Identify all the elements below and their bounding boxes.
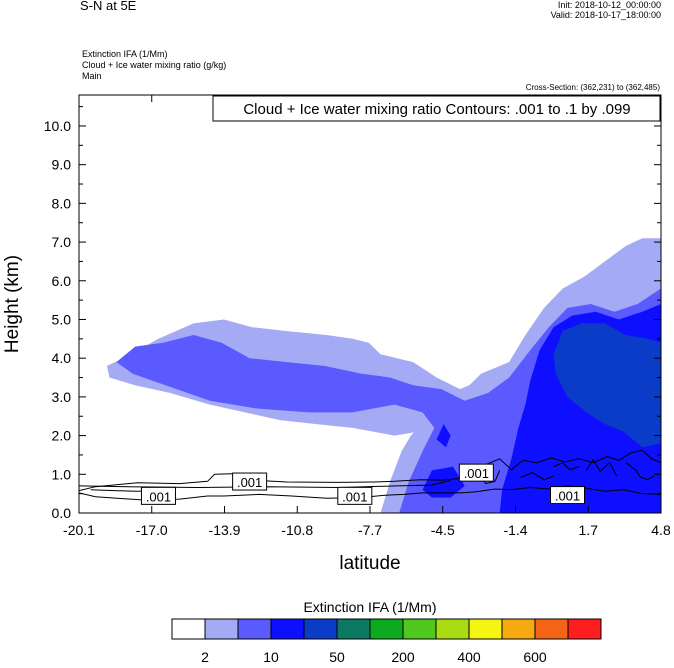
colorbar-tick-label-5: 600 — [523, 649, 547, 665]
colorbar-swatch-12 — [567, 618, 602, 640]
x-tick-label-1: -17.0 — [136, 522, 168, 538]
contour-line-5 — [553, 462, 580, 471]
y-tick-label-6: 6.0 — [52, 273, 72, 289]
colorbar-swatch-8 — [435, 618, 470, 640]
colorbar-tick-label-4: 400 — [457, 649, 481, 665]
x-tick-label-5: -4.5 — [431, 522, 455, 538]
contour-legend: Cloud + Ice water mixing ratio Contours:… — [212, 95, 661, 122]
contour-line-6 — [585, 458, 618, 477]
x-tick-label-2: -13.9 — [209, 522, 241, 538]
colorbar-title: Extinction IFA (1/Mm) — [303, 599, 436, 615]
extinction-region-3 — [436, 424, 451, 448]
contour-line-2 — [79, 480, 451, 489]
field-label-extinction: Extinction IFA (1/Mm) — [82, 49, 168, 59]
colorbar-tick-label-3: 200 — [391, 649, 415, 665]
colorbar-swatch-1 — [204, 618, 239, 640]
y-tick-label-8: 8.0 — [52, 195, 72, 211]
colorbar-swatch-9 — [468, 618, 503, 640]
contour-label-box-3 — [458, 463, 494, 482]
axis-ticks: -20.1 -17.0 -13.9 -10.8 -7.7 -4.5 -1.4 1.7 4.8 0.… — [44, 95, 671, 538]
colorbar-swatch-6 — [369, 618, 404, 640]
y-tick-label-2: 2.0 — [52, 428, 72, 444]
cross-section-label: Cross-Section: (362,231) to (362,485) — [525, 83, 660, 92]
extinction-region-6 — [504, 466, 535, 506]
contour-label-box-2 — [337, 486, 373, 505]
colorbar-swatch-4 — [303, 618, 338, 640]
init-time: Init: 2018-10-12_00:00:00 — [557, 0, 661, 10]
y-tick-label-7: 7.0 — [52, 234, 72, 250]
y-tick-label-1: 1.0 — [52, 466, 72, 482]
contour-line-8 — [520, 472, 554, 481]
colorbar-swatch-0 — [171, 618, 206, 640]
colorbar-tick-label-1: 10 — [263, 649, 279, 665]
contour-label-box-4 — [550, 486, 586, 505]
colorbar-swatch-10 — [501, 618, 536, 640]
x-tick-label-8: 4.8 — [651, 522, 671, 538]
colorbar-swatch-5 — [336, 618, 371, 640]
contour-label-1: .001 — [237, 475, 262, 490]
x-axis-title: latitude — [339, 553, 400, 574]
colorbar: 2 10 50 200 400 600 — [171, 618, 602, 665]
colorbar-tick-label-0: 2 — [201, 649, 209, 665]
valid-time: Valid: 2018-10-17_18:00:00 — [550, 10, 661, 20]
contour-label-2: .001 — [342, 489, 367, 504]
x-tick-label-0: -20.1 — [63, 522, 95, 538]
contour-legend-text: Cloud + Ice water mixing ratio Contours:… — [243, 101, 630, 118]
y-tick-label-5: 5.0 — [52, 311, 72, 327]
contour-label-3: .001 — [464, 466, 489, 481]
colorbar-swatch-11 — [534, 618, 569, 640]
contour-label-0: .001 — [146, 489, 171, 504]
field-label-main: Main — [82, 71, 102, 81]
x-tick-label-4: -7.7 — [358, 522, 382, 538]
contour-labels: .001 .001 .001 .001 .001 — [140, 463, 586, 505]
x-tick-label-7: 1.7 — [579, 522, 599, 538]
extinction-region-5 — [553, 323, 661, 448]
contour-legend-frame — [212, 95, 661, 122]
y-tick-label-9: 9.0 — [52, 157, 72, 173]
chart-title-main: S-N at 5E — [80, 0, 137, 13]
y-tick-label-0: 0.0 — [52, 505, 72, 521]
contour-label-4: .001 — [555, 489, 580, 504]
contour-label-box-0 — [140, 486, 176, 505]
field-label-mixing-ratio: Cloud + Ice water mixing ratio (g/kg) — [82, 60, 227, 70]
x-tick-label-3: -10.8 — [281, 522, 313, 538]
extinction-fill-regions — [107, 238, 661, 513]
y-tick-label-10: 10.0 — [44, 118, 71, 134]
y-axis-title: Height (km) — [2, 255, 23, 353]
contour-label-box-1 — [232, 472, 268, 491]
colorbar-swatch-7 — [402, 618, 437, 640]
x-tick-label-6: -1.4 — [503, 522, 527, 538]
colorbar-swatch-3 — [270, 618, 305, 640]
y-tick-label-3: 3.0 — [52, 389, 72, 405]
colorbar-tick-label-2: 50 — [329, 649, 345, 665]
y-tick-label-4: 4.0 — [52, 350, 72, 366]
contour-line-7 — [625, 462, 655, 481]
colorbar-swatch-2 — [237, 618, 272, 640]
